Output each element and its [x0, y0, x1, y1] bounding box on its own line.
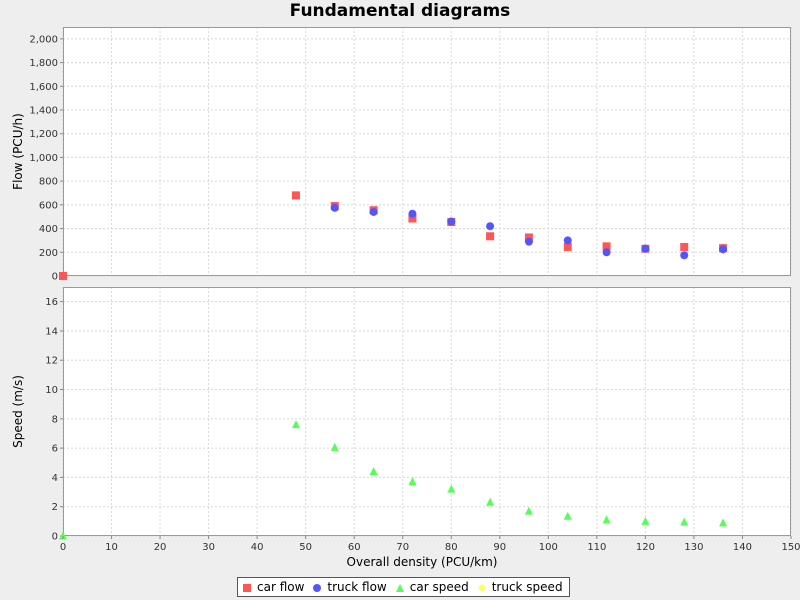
x-axis-label: Overall density (PCU/km): [347, 555, 498, 569]
legend-diamond-marker-icon: [477, 582, 487, 592]
data-point-car-flow: [602, 242, 611, 251]
data-point-truck-flow: [680, 251, 689, 260]
x-tick-label: 50: [299, 542, 312, 553]
x-tick-label: 60: [348, 542, 361, 553]
y-tick-label-1: 200: [39, 248, 58, 259]
y-tick-label-2: 0: [52, 532, 58, 543]
data-point-car-speed: [602, 515, 611, 524]
data-point-car-speed: [369, 467, 378, 476]
data-point-car-flow: [563, 242, 572, 251]
chart-title: Fundamental diagrams: [289, 1, 511, 21]
data-point-car-speed: [59, 531, 67, 540]
data-point-car-flow: [59, 272, 67, 280]
y-tick-label-1: 2,000: [29, 34, 58, 45]
y-tick-label-2: 16: [45, 297, 58, 308]
legend: car flow truck flow car speed truck spee…: [237, 577, 570, 597]
x-tick-label: 10: [105, 542, 118, 553]
x-tick-label: 90: [493, 542, 506, 553]
x-tick-label: 120: [636, 542, 655, 553]
legend-item-car-speed: car speed: [395, 580, 469, 594]
y-tick-label-1: 800: [39, 177, 58, 188]
plot-area-1: [63, 27, 791, 276]
data-point-car-speed: [447, 484, 456, 493]
y-tick-label-1: 1,800: [29, 58, 58, 69]
data-point-truck-flow: [524, 237, 533, 246]
legend-label-truck-speed: truck speed: [491, 580, 563, 594]
legend-label-truck-flow: truck flow: [327, 580, 387, 594]
data-point-truck-flow: [563, 236, 572, 245]
x-tick-label: 0: [60, 542, 66, 553]
x-tick-label: 40: [251, 542, 264, 553]
y-tick-label-1: 1,400: [29, 106, 58, 117]
x-tick-label: 130: [684, 542, 703, 553]
data-point-car-speed: [680, 517, 689, 526]
legend-circle-marker-icon: [312, 582, 322, 592]
y-tick-label-1: 1,600: [29, 82, 58, 93]
data-point-car-speed: [291, 420, 300, 429]
legend-item-car-flow: car flow: [242, 580, 304, 594]
legend-label-car-speed: car speed: [409, 580, 469, 594]
data-point-car-speed: [563, 511, 572, 520]
data-point-truck-flow: [486, 222, 495, 231]
legend-item-truck-speed: truck speed: [477, 580, 563, 594]
y-tick-label-1: 1,200: [29, 129, 58, 140]
legend-square-marker-icon: [242, 582, 252, 592]
x-tick-label: 20: [154, 542, 167, 553]
y-tick-label-2: 4: [52, 473, 58, 484]
legend-item-truck-flow: truck flow: [312, 580, 387, 594]
x-tick-label: 140: [733, 542, 752, 553]
data-point-truck-flow: [330, 203, 339, 212]
y-tick-label-1: 1,000: [29, 153, 58, 164]
x-tick-label: 70: [396, 542, 409, 553]
y-axis-label-2: Speed (m/s): [11, 375, 25, 448]
data-point-car-flow: [291, 191, 300, 200]
y-tick-label-2: 6: [52, 444, 58, 455]
data-point-truck-flow: [602, 248, 611, 257]
legend-label-car-flow: car flow: [257, 580, 305, 594]
y-tick-label-1: 400: [39, 224, 58, 235]
x-tick-label: 30: [202, 542, 215, 553]
legend-triangle-marker-icon: [395, 582, 405, 592]
y-tick-label-2: 8: [52, 414, 58, 425]
data-point-car-speed: [330, 442, 339, 451]
data-point-truck-flow: [447, 217, 456, 226]
data-point-car-flow: [486, 232, 495, 241]
data-point-car-speed: [408, 477, 417, 486]
y-axis-label-1: Flow (PCU/h): [11, 113, 25, 190]
x-tick-label: 150: [781, 542, 800, 553]
y-tick-label-2: 2: [52, 502, 58, 513]
x-tick-label: 80: [445, 542, 458, 553]
data-point-car-speed: [486, 497, 495, 506]
x-tick-label: 110: [587, 542, 606, 553]
plot-border-1: [63, 27, 791, 276]
data-point-truck-flow: [369, 207, 378, 216]
data-point-car-flow: [680, 242, 689, 251]
data-point-truck-flow: [719, 245, 728, 254]
plot-area-2: [63, 287, 791, 536]
data-point-car-speed: [524, 506, 533, 515]
x-tick-label: 100: [539, 542, 558, 553]
data-point-car-speed: [719, 518, 728, 527]
plot-border-2: [63, 287, 791, 536]
y-tick-label-1: 0: [52, 272, 58, 283]
data-point-car-flow: [524, 233, 533, 242]
data-point-car-flow: [408, 214, 417, 223]
y-tick-label-2: 12: [45, 356, 58, 367]
data-point-truck-flow: [408, 209, 417, 218]
y-tick-label-1: 600: [39, 200, 58, 211]
y-tick-label-2: 10: [45, 385, 58, 396]
data-point-car-speed: [641, 516, 650, 525]
data-point-truck-flow: [641, 244, 650, 253]
y-tick-label-2: 14: [45, 326, 58, 337]
